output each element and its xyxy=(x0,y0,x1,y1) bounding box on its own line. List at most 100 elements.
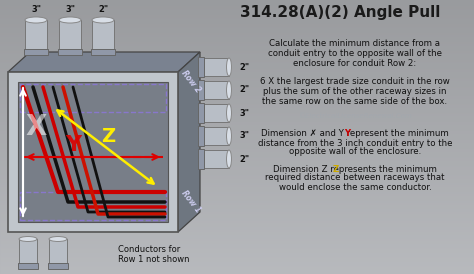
Text: Dimension ✗ and Y represent the minimum: Dimension ✗ and Y represent the minimum xyxy=(261,130,449,138)
Text: Row 2: Row 2 xyxy=(180,69,202,95)
Bar xyxy=(0,103,474,104)
Bar xyxy=(0,209,474,210)
Bar xyxy=(0,191,474,192)
Text: 314.28(A)(2) Angle Pull: 314.28(A)(2) Angle Pull xyxy=(240,4,440,19)
Ellipse shape xyxy=(227,150,231,168)
Bar xyxy=(0,130,474,131)
Ellipse shape xyxy=(59,47,81,53)
Bar xyxy=(0,178,474,179)
Bar xyxy=(0,88,474,89)
Bar xyxy=(0,148,474,149)
Bar xyxy=(0,162,474,163)
Bar xyxy=(0,223,474,224)
Bar xyxy=(198,103,204,123)
Bar xyxy=(0,192,474,193)
Bar xyxy=(0,78,474,79)
Bar xyxy=(0,110,474,111)
Bar xyxy=(0,201,474,202)
Bar xyxy=(0,219,474,220)
Bar xyxy=(0,129,474,130)
Bar xyxy=(0,38,474,39)
Bar xyxy=(0,70,474,71)
Text: Conductors for: Conductors for xyxy=(118,246,180,255)
Bar xyxy=(8,72,178,232)
Bar xyxy=(203,81,229,99)
Bar xyxy=(0,64,474,65)
Bar xyxy=(18,263,38,269)
Ellipse shape xyxy=(201,127,205,145)
Ellipse shape xyxy=(49,261,67,267)
Bar xyxy=(0,190,474,191)
Bar xyxy=(0,122,474,123)
Bar xyxy=(0,116,474,117)
Bar xyxy=(0,267,474,268)
Bar xyxy=(0,166,474,167)
Bar xyxy=(0,33,474,34)
Bar xyxy=(0,224,474,225)
Bar xyxy=(0,81,474,82)
Bar xyxy=(0,2,474,3)
Bar xyxy=(18,82,168,222)
Bar xyxy=(0,7,474,8)
Bar xyxy=(0,132,474,133)
Bar xyxy=(0,144,474,145)
Bar xyxy=(0,23,474,24)
Bar xyxy=(198,57,204,77)
Bar xyxy=(0,48,474,49)
Bar xyxy=(0,68,474,69)
Bar xyxy=(0,39,474,40)
Bar xyxy=(0,252,474,253)
Ellipse shape xyxy=(92,47,114,53)
Bar xyxy=(0,268,474,269)
Bar xyxy=(0,236,474,237)
Bar xyxy=(0,11,474,12)
Bar xyxy=(0,61,474,62)
Bar xyxy=(0,29,474,30)
Bar xyxy=(0,111,474,112)
Bar xyxy=(0,202,474,203)
Bar xyxy=(0,54,474,55)
Bar xyxy=(0,18,474,19)
Bar xyxy=(0,9,474,10)
Bar xyxy=(0,259,474,260)
Bar xyxy=(0,150,474,151)
Bar xyxy=(203,104,229,122)
Text: would enclose the same conductor.: would enclose the same conductor. xyxy=(279,182,431,192)
Bar xyxy=(198,149,204,169)
Bar xyxy=(0,207,474,208)
Text: 3": 3" xyxy=(240,132,250,141)
Text: 2": 2" xyxy=(240,62,250,72)
Bar xyxy=(0,98,474,99)
Bar xyxy=(0,85,474,86)
Text: 3": 3" xyxy=(65,5,75,14)
Bar xyxy=(24,49,48,55)
Bar xyxy=(0,96,474,97)
Ellipse shape xyxy=(92,17,114,23)
Bar xyxy=(0,232,474,233)
Bar xyxy=(0,254,474,255)
Bar xyxy=(20,84,166,112)
Bar xyxy=(0,240,474,241)
Bar xyxy=(198,126,204,146)
Bar xyxy=(0,195,474,196)
Bar xyxy=(0,105,474,106)
Bar xyxy=(0,69,474,70)
Bar xyxy=(0,142,474,143)
Bar xyxy=(0,104,474,105)
Bar xyxy=(0,247,474,248)
Bar xyxy=(0,42,474,43)
Bar xyxy=(203,127,229,145)
Bar xyxy=(0,115,474,116)
Bar xyxy=(59,20,81,50)
Bar xyxy=(0,265,474,266)
Bar xyxy=(0,19,474,20)
Bar xyxy=(0,13,474,14)
Text: Row 1 not shown: Row 1 not shown xyxy=(118,255,190,264)
Bar xyxy=(0,34,474,35)
Bar xyxy=(0,58,474,59)
Bar xyxy=(0,220,474,221)
Bar xyxy=(0,228,474,229)
Bar xyxy=(0,227,474,228)
Text: Calculate the minimum distance from a: Calculate the minimum distance from a xyxy=(270,39,440,48)
Bar xyxy=(0,194,474,195)
